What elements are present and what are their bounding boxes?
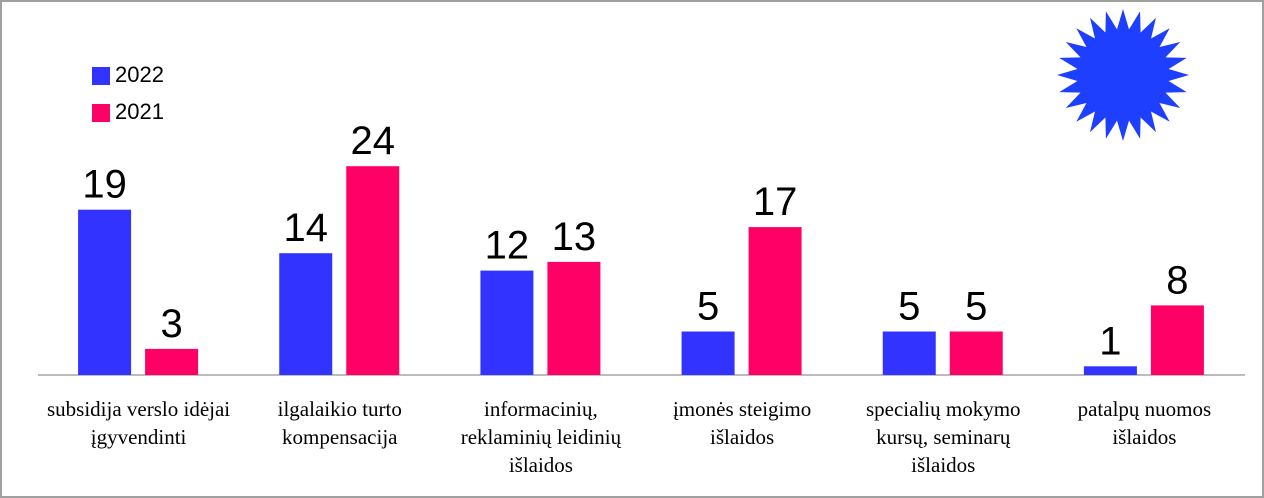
- value-label: 5: [697, 285, 719, 329]
- value-label: 3: [160, 302, 182, 346]
- bar: [78, 209, 132, 375]
- legend-label: 2022: [115, 62, 164, 87]
- value-label: 5: [965, 285, 987, 329]
- x-tick-label: subsidija verslo idėjai įgyvendinti: [47, 397, 231, 449]
- bar: [1083, 366, 1137, 375]
- bar: [748, 227, 802, 375]
- legend-swatch: [92, 104, 110, 122]
- value-label: 14: [284, 206, 329, 250]
- value-label: 5: [898, 285, 920, 329]
- value-label: 12: [485, 224, 530, 268]
- bar: [547, 261, 601, 375]
- x-tick-label: informacinių, reklaminių leidinių išlaid…: [460, 397, 622, 477]
- value-label: 24: [351, 119, 396, 163]
- value-label: 19: [82, 163, 127, 207]
- bar: [949, 331, 1003, 375]
- x-tick-label: patalpų nuomos išlaidos: [1077, 397, 1212, 449]
- bar: [346, 166, 400, 375]
- x-tick-label: ilgalaikio turto kompensacija: [277, 397, 402, 449]
- bar: [279, 253, 333, 375]
- starburst-icon: [1057, 9, 1189, 141]
- bar: [882, 331, 936, 375]
- legend-label: 2021: [115, 99, 164, 124]
- value-label: 17: [753, 180, 798, 224]
- x-tick-label: įmonės steigimo išlaidos: [672, 397, 812, 449]
- x-tick-label: specialių mokymo kursų, seminarų išlaido…: [865, 397, 1021, 477]
- legend-swatch: [92, 67, 110, 85]
- bar: [480, 270, 534, 375]
- value-label: 1: [1099, 319, 1121, 363]
- bar: [145, 348, 199, 375]
- bar: [681, 331, 735, 375]
- value-label: 13: [552, 215, 597, 259]
- bar: [1150, 305, 1204, 375]
- value-label: 8: [1166, 258, 1188, 302]
